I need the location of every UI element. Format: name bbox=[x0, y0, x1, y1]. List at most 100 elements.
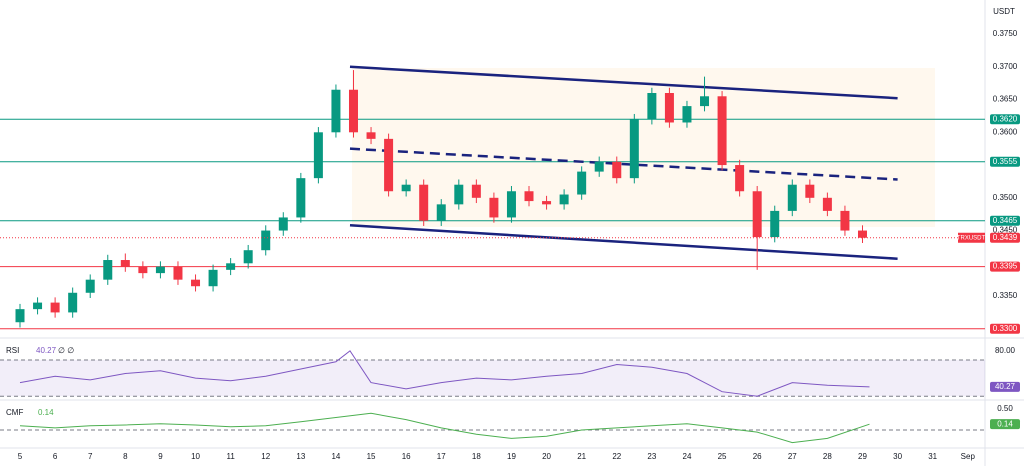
candle-body bbox=[243, 250, 253, 264]
candle-body bbox=[770, 210, 780, 238]
candle-body bbox=[278, 217, 288, 231]
candle-body bbox=[261, 230, 271, 251]
y-tick-label: 0.3650 bbox=[993, 95, 1018, 104]
candle-body bbox=[50, 302, 60, 313]
candle-body bbox=[682, 106, 692, 123]
x-tick-label: 7 bbox=[88, 452, 93, 461]
candle-body bbox=[33, 302, 43, 310]
candle-body bbox=[805, 184, 815, 198]
x-tick-label: 5 bbox=[18, 452, 23, 461]
x-tick-label: 23 bbox=[647, 452, 656, 461]
candle-body bbox=[647, 93, 657, 120]
x-tick-label: 20 bbox=[542, 452, 551, 461]
candle-body bbox=[436, 204, 446, 221]
x-tick-label: 18 bbox=[472, 452, 481, 461]
x-tick-label: 28 bbox=[823, 452, 832, 461]
trendline bbox=[349, 65, 898, 100]
candle-body bbox=[191, 279, 201, 287]
level-tag bbox=[990, 114, 1020, 125]
candle-body bbox=[840, 210, 850, 231]
x-tick-label: 12 bbox=[261, 452, 270, 461]
x-tick-label: 30 bbox=[893, 452, 902, 461]
candle-body bbox=[471, 184, 481, 198]
candle-body bbox=[138, 266, 148, 274]
indicator-line bbox=[19, 350, 870, 397]
value-tag bbox=[990, 419, 1020, 430]
x-tick-label: 13 bbox=[296, 452, 305, 461]
value-tag bbox=[990, 381, 1020, 392]
x-tick-label: 21 bbox=[577, 452, 586, 461]
candle-body bbox=[155, 266, 165, 274]
candle-body bbox=[700, 96, 710, 107]
last-price-label: 0.3439 bbox=[993, 233, 1018, 242]
rsi-value: 40.27 bbox=[36, 346, 57, 355]
cmf-value: 0.14 bbox=[38, 408, 54, 417]
x-tick-label: 24 bbox=[683, 452, 692, 461]
candle-body bbox=[226, 263, 236, 270]
candle-body bbox=[559, 194, 569, 205]
candle-body bbox=[577, 171, 587, 195]
y-tick-label: 80.00 bbox=[995, 346, 1016, 355]
level-label: 0.3300 bbox=[993, 324, 1018, 333]
symbol-tag bbox=[958, 232, 985, 243]
x-tick-label: 26 bbox=[753, 452, 762, 461]
candle-body bbox=[68, 292, 78, 313]
candle-body bbox=[454, 184, 464, 205]
candle-body bbox=[313, 132, 323, 179]
x-tick-label: 10 bbox=[191, 452, 200, 461]
level-label: 0.3555 bbox=[993, 157, 1018, 166]
candle-body bbox=[506, 191, 516, 218]
candle-body bbox=[348, 89, 358, 133]
channel-shade bbox=[352, 68, 935, 227]
candle-body bbox=[331, 89, 341, 133]
x-tick-label: 8 bbox=[123, 452, 128, 461]
candle-body bbox=[208, 269, 218, 287]
trendline bbox=[349, 224, 898, 260]
level-label: 0.3620 bbox=[993, 114, 1018, 123]
level-tag bbox=[990, 323, 1020, 334]
candle-body bbox=[717, 96, 727, 166]
candle-body bbox=[173, 266, 183, 280]
x-tick-label: 15 bbox=[367, 452, 376, 461]
x-tick-label: 25 bbox=[718, 452, 727, 461]
indicator-line bbox=[19, 412, 870, 444]
y-tick-label: 0.3600 bbox=[993, 127, 1018, 136]
candle-body bbox=[752, 191, 762, 238]
level-tag bbox=[990, 261, 1020, 272]
candle-body bbox=[366, 132, 376, 139]
level-label: 0.3465 bbox=[993, 216, 1018, 225]
x-tick-label: 16 bbox=[402, 452, 411, 461]
x-tick-label: 6 bbox=[53, 452, 58, 461]
candle-body bbox=[120, 260, 130, 267]
y-tick-label: 0.3700 bbox=[993, 62, 1018, 71]
cmf-name: CMF bbox=[6, 408, 23, 417]
candle-body bbox=[735, 165, 745, 192]
y-tick-label: 0.3500 bbox=[993, 193, 1018, 202]
candle-body bbox=[401, 184, 411, 192]
rsi-name: RSI bbox=[6, 346, 19, 355]
candle-body bbox=[15, 309, 25, 323]
candle-body bbox=[594, 161, 604, 172]
candle-body bbox=[524, 191, 534, 202]
candle-body bbox=[489, 197, 499, 218]
level-label: 0.3395 bbox=[993, 262, 1018, 271]
candle-body bbox=[419, 184, 429, 221]
symbol-label: TRXUSDT bbox=[957, 235, 986, 241]
y-tick-label: 0.3450 bbox=[993, 226, 1018, 235]
candle-body bbox=[612, 161, 622, 179]
rsi-params: ∅ ∅ bbox=[58, 346, 74, 355]
candle-body bbox=[384, 138, 394, 192]
candle-body bbox=[857, 230, 867, 238]
candle-body bbox=[629, 119, 639, 179]
price-tag bbox=[990, 232, 1020, 243]
x-tick-label: 31 bbox=[928, 452, 937, 461]
candle-body bbox=[85, 279, 95, 293]
candle-body bbox=[822, 197, 832, 211]
candle-body bbox=[296, 178, 306, 218]
y-tick-label: 0.50 bbox=[997, 404, 1013, 413]
level-tag bbox=[990, 156, 1020, 167]
candle-body bbox=[787, 184, 797, 211]
x-tick-label: 11 bbox=[226, 452, 235, 461]
currency: USDT bbox=[993, 7, 1015, 16]
